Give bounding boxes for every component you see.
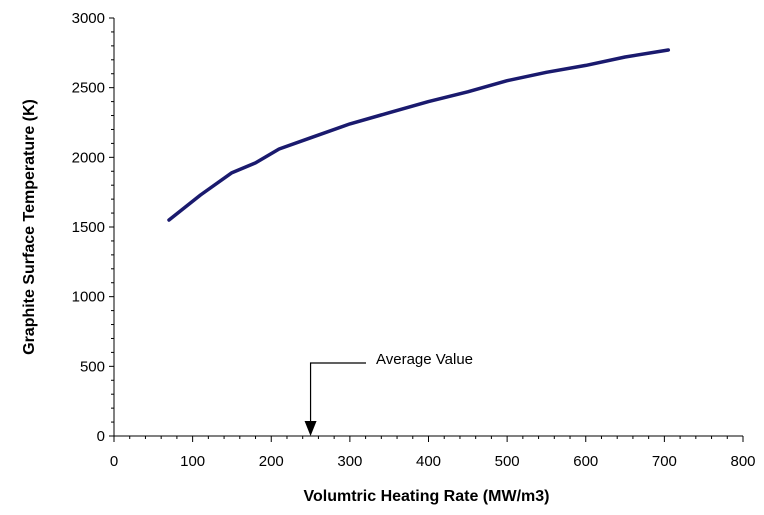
plot-area (113, 18, 743, 437)
x-tick-label: 400 (416, 453, 441, 470)
y-tick-label: 0 (97, 428, 105, 445)
y-tick-label: 500 (80, 358, 105, 375)
y-tick-label: 2000 (72, 149, 105, 166)
x-tick-label: 100 (180, 453, 205, 470)
y-tick-label: 1000 (72, 289, 105, 306)
x-tick-label: 500 (495, 453, 520, 470)
annotation-arrowhead (304, 421, 317, 436)
x-tick-label: 300 (337, 453, 362, 470)
x-tick-label: 700 (652, 453, 677, 470)
annotation-layer: Average Value (304, 351, 473, 436)
series-layer (167, 48, 671, 222)
x-tick-label: 200 (259, 453, 284, 470)
y-axis-title: Graphite Surface Temperature (K) (21, 99, 38, 355)
x-axis-title: Volumtric Heating Rate (MW/m3) (304, 488, 550, 505)
annotation-leader-line (309, 362, 366, 422)
y-tick-label: 2500 (72, 80, 105, 97)
y-tick-label: 1500 (72, 219, 105, 236)
annotation-label: Average Value (376, 351, 473, 368)
x-tick-label: 0 (110, 453, 118, 470)
x-tick-label: 600 (573, 453, 598, 470)
y-tick-label: 3000 (72, 10, 105, 27)
tick-group: 0 500 1000 1500 2000 2500 3000 0 100 200 300 400 500… (72, 10, 756, 470)
series-line-0 (167, 48, 671, 222)
x-tick-label: 800 (730, 453, 755, 470)
